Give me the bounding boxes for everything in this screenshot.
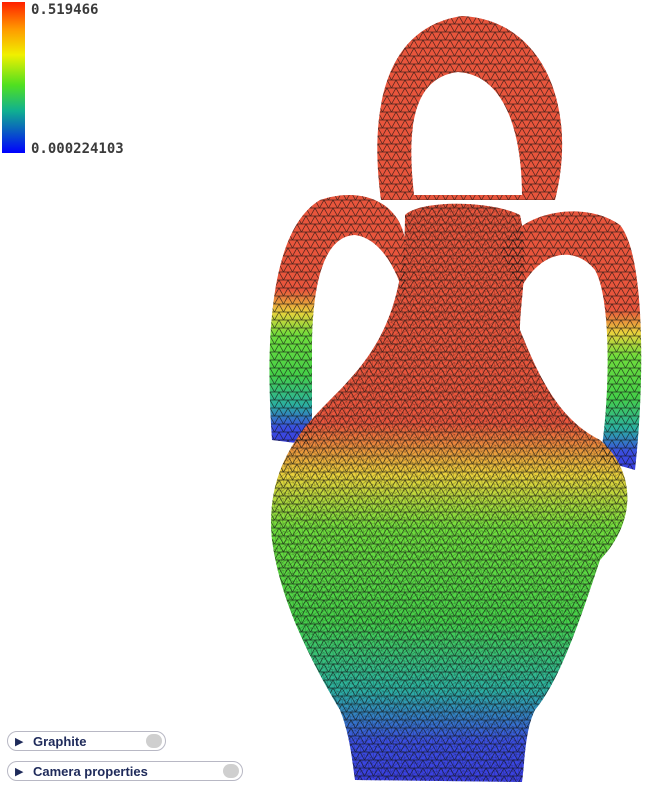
graphite-panel-toggle[interactable]: ▶ Graphite bbox=[7, 731, 166, 751]
triangle-right-icon: ▶ bbox=[15, 735, 24, 748]
graphite-panel-label: Graphite bbox=[33, 733, 87, 749]
amphora-mesh[interactable] bbox=[269, 16, 642, 782]
camera-properties-panel-toggle[interactable]: ▶ Camera properties bbox=[7, 761, 243, 781]
panel-toggle-knob[interactable] bbox=[223, 764, 239, 778]
panel-toggle-knob[interactable] bbox=[146, 734, 162, 748]
colormap-min-label: 0.000224103 bbox=[31, 141, 124, 157]
colormap-bar bbox=[2, 2, 25, 153]
camera-properties-panel-label: Camera properties bbox=[33, 763, 148, 779]
triangle-right-icon: ▶ bbox=[15, 765, 24, 778]
colormap-max-label: 0.519466 bbox=[31, 2, 99, 18]
